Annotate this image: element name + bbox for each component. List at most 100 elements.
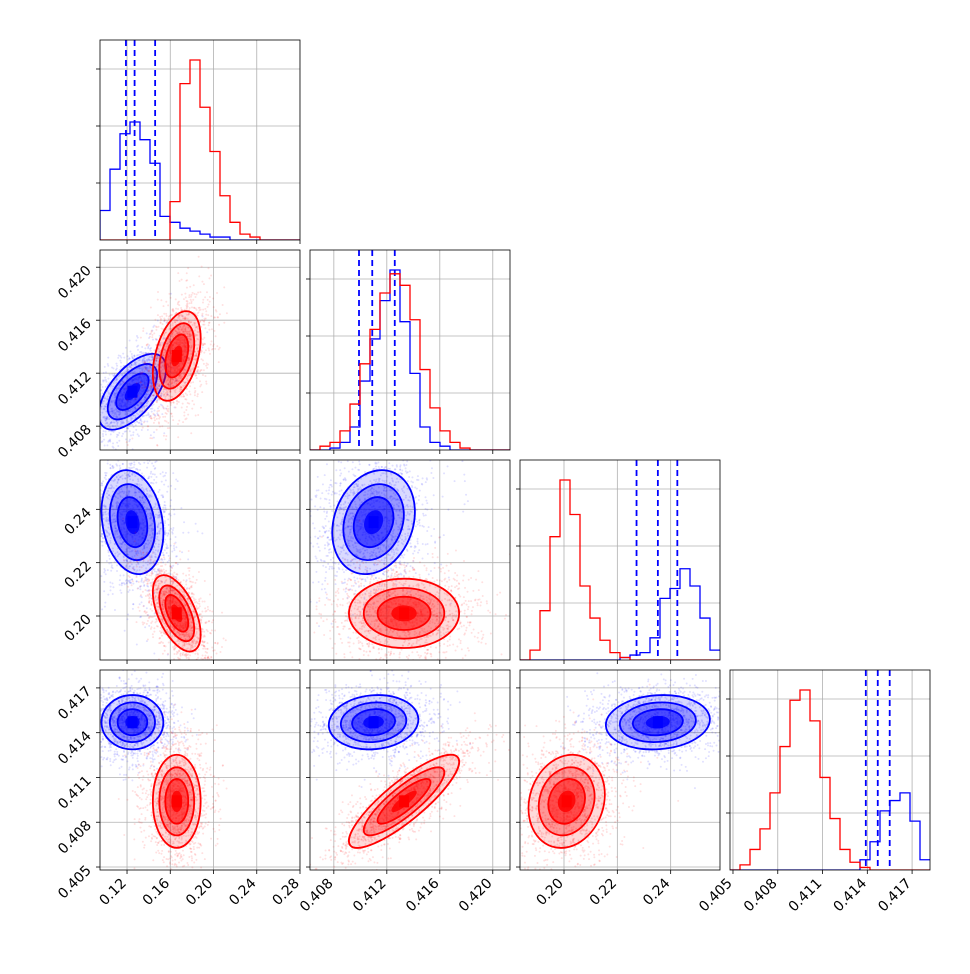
scatter-point bbox=[167, 405, 169, 407]
scatter-point bbox=[199, 662, 201, 664]
scatter-point bbox=[161, 661, 163, 663]
scatter-point bbox=[141, 346, 143, 348]
scatter-point bbox=[210, 275, 212, 277]
scatter-point bbox=[165, 479, 167, 481]
scatter-point bbox=[206, 291, 208, 293]
scatter-point bbox=[113, 452, 115, 454]
scatter-point bbox=[185, 581, 187, 583]
scatter-point bbox=[91, 417, 93, 419]
scatter-point bbox=[197, 291, 199, 293]
scatter-point bbox=[205, 314, 207, 316]
scatter-point bbox=[156, 476, 158, 478]
scatter-point bbox=[212, 298, 214, 300]
scatter-point bbox=[85, 471, 87, 473]
scatter-point bbox=[153, 332, 155, 334]
scatter-point bbox=[219, 313, 221, 315]
scatter-point bbox=[95, 401, 97, 403]
scatter-point bbox=[162, 406, 164, 408]
scatter-point bbox=[106, 437, 108, 439]
scatter-point bbox=[142, 384, 144, 386]
scatter-point bbox=[132, 444, 134, 446]
scatter-point bbox=[105, 430, 107, 432]
scatter-point bbox=[150, 400, 152, 402]
scatter-point bbox=[105, 386, 107, 388]
scatter-point bbox=[203, 321, 205, 323]
scatter-point bbox=[107, 378, 109, 380]
scatter-point bbox=[161, 425, 163, 427]
scatter-point bbox=[133, 355, 135, 357]
scatter-point bbox=[143, 421, 145, 423]
scatter-point bbox=[100, 384, 102, 386]
scatter-point bbox=[156, 429, 158, 431]
scatter-point bbox=[168, 530, 170, 532]
scatter-point bbox=[102, 435, 104, 437]
scatter-point bbox=[192, 292, 194, 294]
scatter-point bbox=[187, 267, 189, 269]
scatter-point bbox=[156, 326, 158, 328]
scatter-point bbox=[136, 644, 138, 646]
scatter-point bbox=[188, 296, 190, 298]
scatter-point bbox=[173, 549, 175, 551]
scatter-point bbox=[150, 415, 152, 417]
scatter-point bbox=[101, 482, 103, 484]
scatter-point bbox=[124, 630, 126, 632]
scatter-point bbox=[166, 552, 168, 554]
scatter-point bbox=[87, 421, 89, 423]
scatter-point bbox=[112, 453, 114, 455]
scatter-point bbox=[87, 502, 89, 504]
scatter-point bbox=[105, 381, 107, 383]
histogram-series-1 bbox=[730, 690, 930, 870]
scatter-point bbox=[150, 373, 152, 375]
scatter-point bbox=[131, 467, 133, 469]
diag-panel-0 bbox=[100, 40, 300, 240]
scatter-point bbox=[141, 601, 143, 603]
scatter-point bbox=[91, 419, 93, 421]
scatter-point bbox=[160, 299, 162, 301]
scatter-point bbox=[198, 571, 200, 573]
scatter-point bbox=[158, 568, 160, 570]
scatter-point bbox=[168, 524, 170, 526]
scatter-point bbox=[93, 560, 95, 562]
scatter-point bbox=[95, 576, 97, 578]
scatter-point bbox=[100, 575, 102, 577]
scatter-point bbox=[83, 446, 85, 448]
scatter-point bbox=[142, 621, 144, 623]
scatter-point bbox=[195, 296, 197, 298]
scatter-point bbox=[74, 408, 76, 410]
scatter-point bbox=[167, 427, 169, 429]
scatter-point bbox=[223, 322, 225, 324]
scatter-point bbox=[157, 442, 159, 444]
scatter-point bbox=[149, 453, 151, 455]
scatter-point bbox=[175, 308, 177, 310]
scatter-point bbox=[150, 447, 152, 449]
scatter-point bbox=[97, 428, 99, 430]
scatter-point bbox=[163, 516, 165, 518]
scatter-point bbox=[187, 306, 189, 308]
scatter-point bbox=[185, 399, 187, 401]
scatter-point bbox=[183, 411, 185, 413]
scatter-point bbox=[170, 514, 172, 516]
scatter-point bbox=[97, 567, 99, 569]
scatter-point bbox=[186, 279, 188, 281]
scatter-point bbox=[173, 653, 175, 655]
scatter-point bbox=[87, 532, 89, 534]
scatter-point bbox=[212, 619, 214, 621]
scatter-point bbox=[188, 294, 190, 296]
scatter-point bbox=[189, 580, 191, 582]
scatter-point bbox=[209, 701, 211, 703]
scatter-point bbox=[207, 267, 209, 269]
scatter-point bbox=[124, 567, 126, 569]
scatter-point bbox=[95, 444, 97, 446]
scatter-point bbox=[215, 310, 217, 312]
scatter-point bbox=[93, 506, 95, 508]
scatter-point bbox=[186, 394, 188, 396]
scatter-point bbox=[89, 420, 91, 422]
scatter-point bbox=[83, 445, 85, 447]
scatter-point bbox=[189, 307, 191, 309]
scatter-point bbox=[157, 319, 159, 321]
scatter-point bbox=[149, 381, 151, 383]
scatter-point bbox=[87, 417, 89, 419]
scatter-point bbox=[94, 404, 96, 406]
scatter-point bbox=[168, 318, 170, 320]
scatter-point bbox=[109, 581, 111, 583]
